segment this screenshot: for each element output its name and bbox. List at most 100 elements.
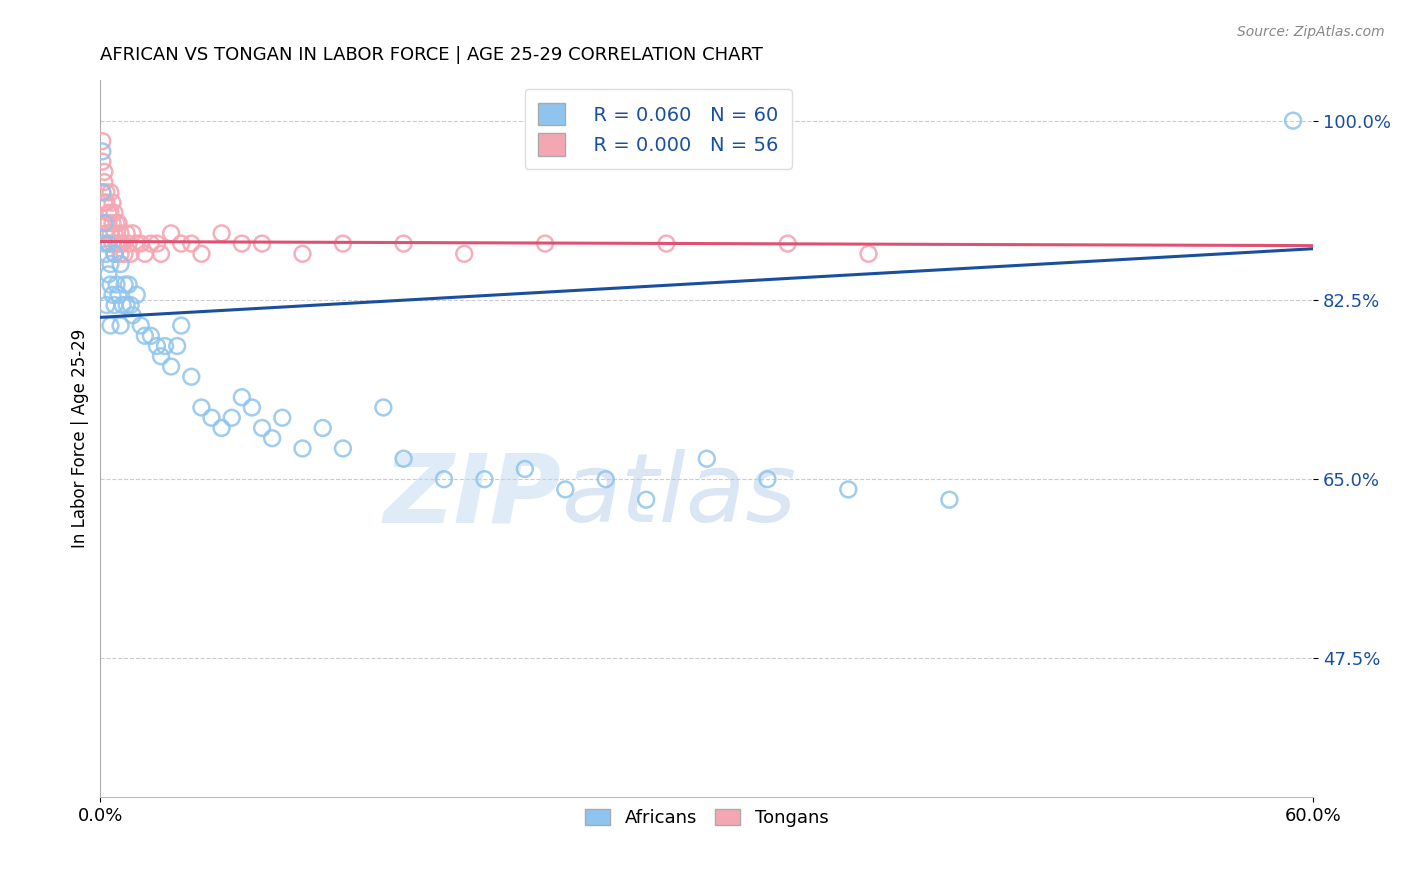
Point — [433, 472, 456, 486]
Point — [97, 216, 120, 230]
Point — [166, 339, 188, 353]
Point — [231, 390, 253, 404]
Point — [129, 236, 152, 251]
Point — [121, 308, 143, 322]
Point — [115, 298, 138, 312]
Point — [858, 247, 880, 261]
Point — [100, 186, 122, 200]
Point — [97, 268, 120, 282]
Point — [513, 462, 536, 476]
Point — [91, 134, 114, 148]
Point — [240, 401, 263, 415]
Point — [938, 492, 960, 507]
Point — [114, 277, 136, 292]
Point — [332, 236, 354, 251]
Point — [554, 483, 576, 497]
Point — [190, 401, 212, 415]
Point — [110, 227, 132, 241]
Point — [110, 247, 132, 261]
Point — [291, 442, 314, 456]
Point — [231, 236, 253, 251]
Text: ZIP: ZIP — [384, 449, 561, 542]
Point — [392, 451, 415, 466]
Point — [474, 472, 496, 486]
Point — [110, 318, 132, 333]
Point — [105, 216, 128, 230]
Point — [107, 216, 129, 230]
Point — [129, 318, 152, 333]
Point — [134, 247, 156, 261]
Point — [93, 236, 115, 251]
Point — [250, 421, 273, 435]
Point — [96, 227, 118, 241]
Text: AFRICAN VS TONGAN IN LABOR FORCE | AGE 25-29 CORRELATION CHART: AFRICAN VS TONGAN IN LABOR FORCE | AGE 2… — [100, 46, 763, 64]
Point — [93, 195, 115, 210]
Point — [118, 236, 141, 251]
Point — [170, 318, 193, 333]
Point — [105, 277, 128, 292]
Point — [160, 359, 183, 374]
Point — [180, 236, 202, 251]
Point — [636, 492, 658, 507]
Point — [211, 421, 233, 435]
Point — [120, 298, 142, 312]
Point — [250, 236, 273, 251]
Point — [134, 328, 156, 343]
Point — [595, 472, 617, 486]
Point — [291, 247, 314, 261]
Point — [160, 227, 183, 241]
Point — [93, 165, 115, 179]
Y-axis label: In Labor Force | Age 25-29: In Labor Force | Age 25-29 — [72, 328, 89, 548]
Point — [453, 247, 475, 261]
Point — [392, 236, 415, 251]
Point — [190, 247, 212, 261]
Point — [121, 227, 143, 241]
Point — [91, 186, 114, 200]
Point — [107, 236, 129, 251]
Point — [534, 236, 557, 251]
Point — [139, 236, 162, 251]
Text: atlas: atlas — [561, 449, 796, 542]
Point — [776, 236, 799, 251]
Point — [91, 154, 114, 169]
Point — [111, 298, 134, 312]
Point — [312, 421, 335, 435]
Point — [96, 186, 118, 200]
Point — [97, 236, 120, 251]
Point — [91, 186, 114, 200]
Point — [114, 247, 136, 261]
Point — [139, 328, 162, 343]
Point — [153, 339, 176, 353]
Point — [100, 206, 122, 220]
Point — [105, 236, 128, 251]
Point — [93, 175, 115, 189]
Point — [115, 227, 138, 241]
Point — [170, 236, 193, 251]
Point — [100, 257, 122, 271]
Point — [200, 410, 222, 425]
Point — [146, 236, 169, 251]
Point — [262, 431, 284, 445]
Point — [100, 318, 122, 333]
Legend: Africans, Tongans: Africans, Tongans — [578, 802, 835, 834]
Point — [103, 227, 125, 241]
Point — [96, 298, 118, 312]
Point — [93, 216, 115, 230]
Point — [125, 287, 148, 301]
Point — [756, 472, 779, 486]
Text: Source: ZipAtlas.com: Source: ZipAtlas.com — [1237, 25, 1385, 39]
Point — [110, 257, 132, 271]
Point — [111, 236, 134, 251]
Point — [146, 339, 169, 353]
Point — [837, 483, 859, 497]
Point — [180, 369, 202, 384]
Point — [332, 442, 354, 456]
Point — [103, 247, 125, 261]
Point — [101, 236, 124, 251]
Point — [100, 277, 122, 292]
Point — [101, 287, 124, 301]
Point — [150, 247, 173, 261]
Point — [696, 451, 718, 466]
Point — [96, 216, 118, 230]
Point — [103, 298, 125, 312]
